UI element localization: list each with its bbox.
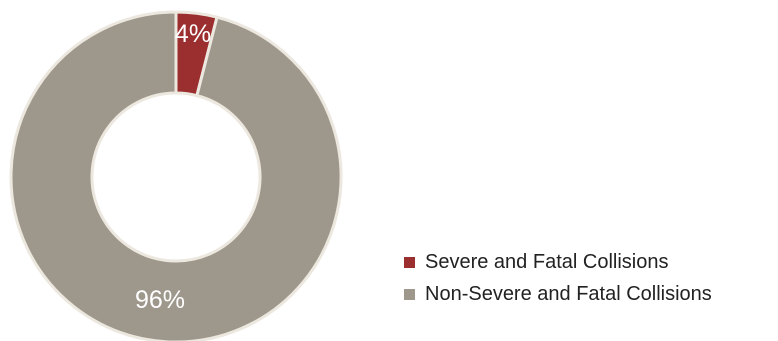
donut-slice-non-severe bbox=[9, 10, 343, 341]
legend-label-severe: Severe and Fatal Collisions bbox=[425, 250, 669, 273]
data-label-severe: 4% bbox=[175, 20, 211, 48]
legend-item-non-severe: Non-Severe and Fatal Collisions bbox=[404, 278, 778, 310]
donut-data-labels: 4% 96% bbox=[135, 20, 211, 314]
chart-legend: Severe and Fatal Collisions Non-Severe a… bbox=[404, 246, 778, 310]
donut-slices bbox=[9, 10, 343, 341]
legend-swatch-non-severe bbox=[404, 288, 415, 300]
legend-item-severe: Severe and Fatal Collisions bbox=[404, 246, 778, 278]
legend-swatch-severe bbox=[404, 256, 415, 268]
data-label-non-severe: 96% bbox=[135, 286, 185, 314]
legend-label-non-severe: Non-Severe and Fatal Collisions bbox=[425, 282, 712, 305]
